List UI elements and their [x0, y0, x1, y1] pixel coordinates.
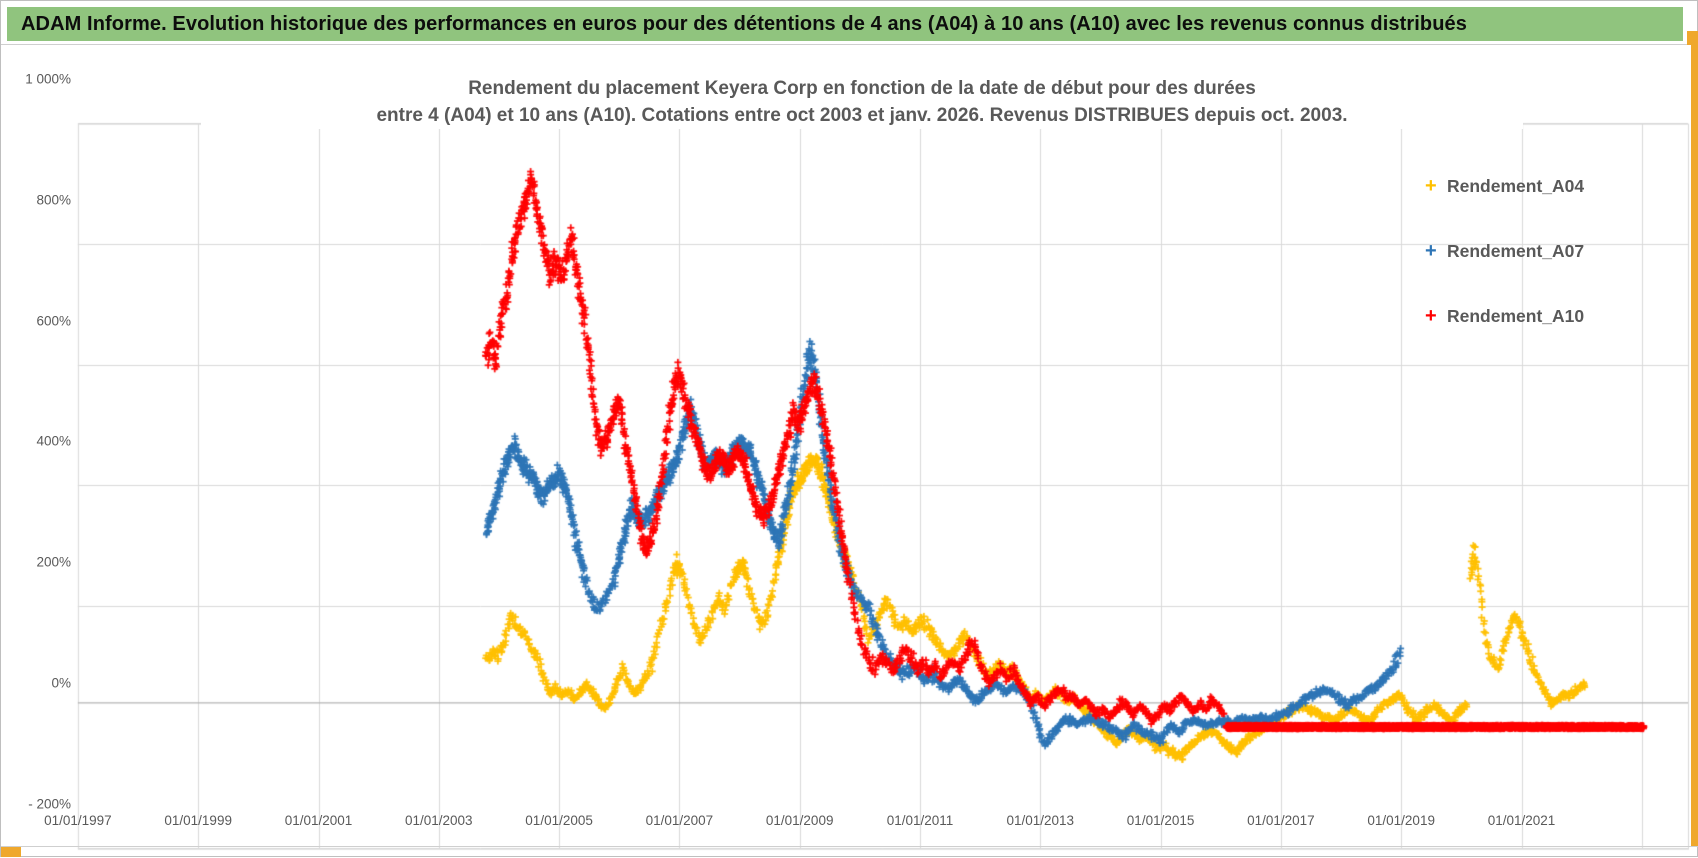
x-tick-label: 01/01/2015: [1126, 813, 1195, 828]
y-tick-label: - 200%: [1, 796, 71, 812]
y-tick-label: 400%: [1, 433, 71, 449]
legend-label: Rendement_A04: [1447, 175, 1585, 196]
chart-title-line2: entre 4 (A04) et 10 ans (A10). Cotations…: [376, 105, 1348, 126]
x-tick-label: 01/01/2005: [525, 813, 593, 828]
plus-marker-icon: +: [1425, 305, 1437, 327]
x-tick-label: 01/01/2013: [1006, 813, 1075, 828]
x-tick-label: 01/01/2009: [765, 813, 834, 828]
y-tick-label: 200%: [1, 554, 71, 570]
y-tick-label: 1 000%: [1, 71, 71, 87]
x-tick-label: 01/01/2003: [405, 813, 473, 828]
x-tick-label: 01/01/1999: [164, 813, 232, 828]
legend-label: Rendement_A10: [1447, 305, 1585, 326]
legend-item-a04[interactable]: + Rendement_A04: [1425, 171, 1584, 201]
y-tick-label: 0%: [1, 675, 71, 691]
legend-item-a10[interactable]: + Rendement_A10: [1425, 301, 1584, 331]
chart-title-line1: Rendement du placement Keyera Corp en fo…: [468, 78, 1256, 99]
legend-label: Rendement_A07: [1447, 240, 1585, 261]
x-tick-label: 01/01/2007: [645, 813, 714, 828]
plus-marker-icon: +: [1425, 240, 1437, 262]
x-tick-label: 01/01/2019: [1367, 813, 1435, 828]
y-tick-label: 600%: [1, 313, 71, 329]
y-tick-label: 800%: [1, 192, 71, 208]
legend-item-a07[interactable]: + Rendement_A07: [1425, 236, 1584, 266]
x-tick-label: 01/01/2017: [1247, 813, 1315, 828]
x-tick-label: 01/01/2011: [886, 813, 954, 828]
plus-marker-icon: +: [1425, 175, 1437, 197]
x-tick-label: 01/01/2001: [284, 813, 353, 828]
selection-accent-bottom-left: [1, 847, 21, 857]
x-tick-label: 01/01/2021: [1487, 813, 1556, 828]
chart-title: Rendement du placement Keyera Corp en fo…: [201, 75, 1523, 129]
selection-accent-right-strip: [1691, 45, 1698, 846]
row-divider: [1, 846, 1698, 847]
selection-accent-top-right: [1687, 31, 1698, 45]
x-tick-label: 01/01/1997: [44, 813, 112, 828]
